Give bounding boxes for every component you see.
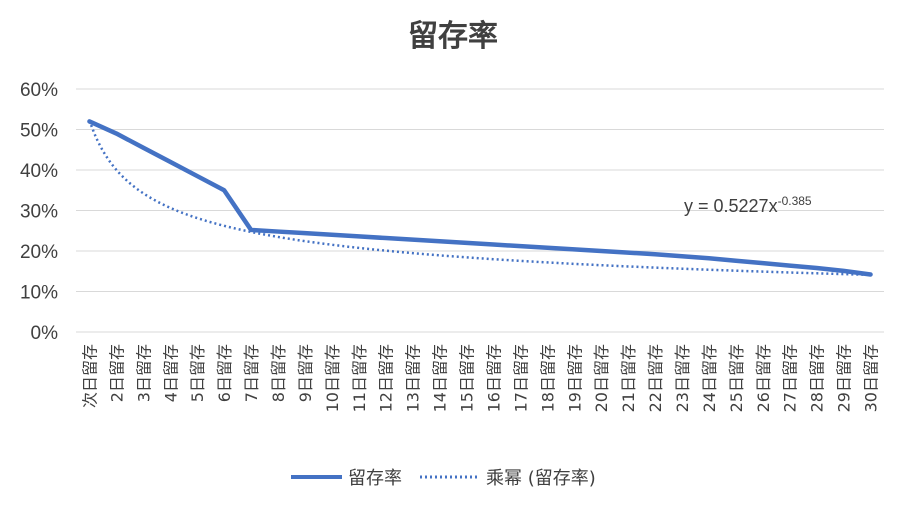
y-axis: 0% 10% 20% 30% 40% 50% 60% bbox=[20, 80, 58, 344]
legend: 留存率 乘幂 (留存率) bbox=[291, 468, 596, 489]
x-tick-label: 11日留存 bbox=[350, 344, 369, 412]
x-tick-label: 16日留存 bbox=[484, 344, 503, 412]
x-tick-label: 28日留存 bbox=[808, 344, 827, 412]
x-tick-label: 25日留存 bbox=[727, 344, 746, 412]
series-line bbox=[87, 119, 873, 277]
trendline-line bbox=[88, 119, 871, 277]
trendline-equation-base: y = 0.5227x bbox=[684, 196, 778, 216]
trendline-equation-exponent: -0.385 bbox=[778, 194, 812, 208]
x-tick-label: 12日留存 bbox=[377, 344, 396, 412]
x-tick-label: 8日留存 bbox=[269, 344, 288, 402]
series-group bbox=[87, 119, 873, 277]
y-tick-label: 30% bbox=[20, 202, 58, 223]
x-tick-label: 27日留存 bbox=[781, 344, 800, 412]
x-axis: 次日留存 2日留存 3日留存 4日留存 5日留存 6日留存 7日留存 8日留存 9日留存 10日留… bbox=[80, 344, 880, 412]
x-tick-label: 21日留存 bbox=[619, 344, 638, 412]
y-tick-label: 50% bbox=[20, 121, 58, 142]
x-tick-label: 26日留存 bbox=[754, 344, 773, 412]
x-tick-label: 23日留存 bbox=[673, 344, 692, 412]
x-tick-label: 9日留存 bbox=[296, 344, 315, 402]
y-tick-label: 0% bbox=[31, 323, 59, 344]
legend-label-series: 留存率 bbox=[348, 468, 402, 489]
x-tick-label: 7日留存 bbox=[242, 344, 261, 402]
x-tick-label: 10日留存 bbox=[323, 344, 342, 412]
y-tick-label: 40% bbox=[20, 161, 58, 182]
x-tick-label: 6日留存 bbox=[215, 344, 234, 402]
chart-title: 留存率 bbox=[408, 19, 498, 54]
x-tick-label: 15日留存 bbox=[458, 344, 477, 412]
x-tick-label: 17日留存 bbox=[511, 344, 530, 412]
x-tick-label: 4日留存 bbox=[161, 344, 180, 402]
x-tick-label: 2日留存 bbox=[107, 344, 126, 402]
x-tick-label: 24日留存 bbox=[700, 344, 719, 412]
x-tick-label: 3日留存 bbox=[134, 344, 153, 402]
y-tick-label: 10% bbox=[20, 283, 58, 304]
legend-label-trendline: 乘幂 (留存率) bbox=[486, 468, 596, 489]
x-tick-label: 13日留存 bbox=[404, 344, 423, 412]
y-tick-label: 20% bbox=[20, 242, 58, 263]
x-tick-label: 5日留存 bbox=[188, 344, 207, 402]
x-tick-label: 22日留存 bbox=[646, 344, 665, 412]
x-tick-label: 29日留存 bbox=[835, 344, 854, 412]
x-tick-label: 19日留存 bbox=[565, 344, 584, 412]
x-tick-label: 30日留存 bbox=[862, 344, 881, 412]
x-tick-label: 次日留存 bbox=[80, 344, 99, 408]
trendline-equation: y = 0.5227x-0.385 bbox=[684, 194, 812, 216]
y-tick-label: 60% bbox=[20, 80, 58, 101]
gridlines bbox=[76, 88, 884, 333]
x-tick-label: 14日留存 bbox=[431, 344, 450, 412]
x-tick-label: 18日留存 bbox=[538, 344, 557, 412]
x-tick-label: 20日留存 bbox=[592, 344, 611, 412]
